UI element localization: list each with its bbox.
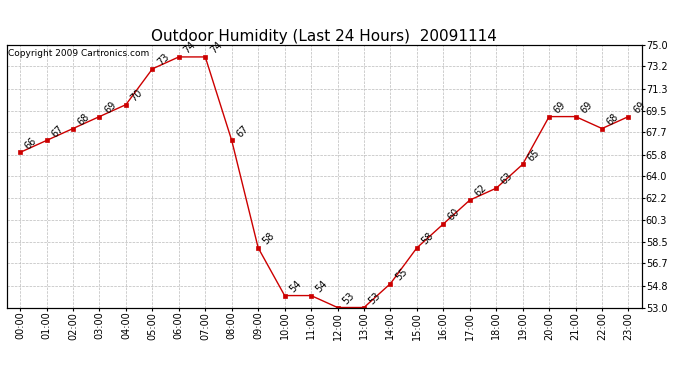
Text: 68: 68 xyxy=(605,111,620,127)
Text: 53: 53 xyxy=(340,290,356,306)
Title: Outdoor Humidity (Last 24 Hours)  20091114: Outdoor Humidity (Last 24 Hours) 2009111… xyxy=(151,29,497,44)
Text: 69: 69 xyxy=(578,99,594,115)
Text: 54: 54 xyxy=(314,278,330,294)
Text: 74: 74 xyxy=(208,40,224,56)
Text: 69: 69 xyxy=(631,99,647,115)
Text: 65: 65 xyxy=(526,147,541,163)
Text: 73: 73 xyxy=(155,52,171,68)
Text: 69: 69 xyxy=(102,99,118,115)
Text: 53: 53 xyxy=(367,290,382,306)
Text: 74: 74 xyxy=(181,40,197,56)
Text: 55: 55 xyxy=(393,266,409,282)
Text: 58: 58 xyxy=(261,231,277,246)
Text: 70: 70 xyxy=(129,87,144,103)
Text: 62: 62 xyxy=(473,183,489,199)
Text: Copyright 2009 Cartronics.com: Copyright 2009 Cartronics.com xyxy=(8,49,150,58)
Text: 60: 60 xyxy=(446,207,462,223)
Text: 58: 58 xyxy=(420,231,435,246)
Text: 63: 63 xyxy=(499,171,515,187)
Text: 69: 69 xyxy=(552,99,568,115)
Text: 68: 68 xyxy=(76,111,92,127)
Text: 54: 54 xyxy=(288,278,303,294)
Text: 67: 67 xyxy=(50,123,65,139)
Text: 66: 66 xyxy=(23,135,39,151)
Text: 67: 67 xyxy=(235,123,250,139)
